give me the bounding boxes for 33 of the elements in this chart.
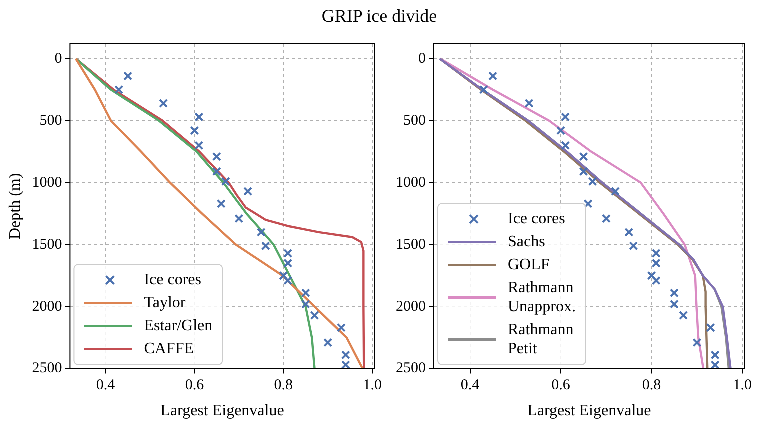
y-axis-title: Depth (m) — [6, 173, 24, 240]
x-tick-label: 0.6 — [185, 378, 205, 394]
y-tick-label: 2000 — [32, 298, 62, 315]
y-tick-label: 1500 — [32, 236, 62, 253]
y-tick-label: 1000 — [396, 174, 426, 191]
x-tick-label: 0.8 — [642, 378, 662, 394]
x-tick-label: 0.4 — [460, 378, 480, 394]
chart-title: GRIP ice divide — [320, 5, 438, 28]
x-tick-label: 1.0 — [363, 378, 382, 394]
y-tick-label: 1500 — [396, 236, 426, 253]
legend-label: Estar/Glen — [144, 318, 213, 335]
y-tick-label: 2500 — [32, 360, 62, 377]
x-axis-title: Largest Eigenvalue — [528, 402, 652, 420]
legend-label: Sachs — [508, 234, 546, 251]
x-axis-title: Largest Eigenvalue — [160, 402, 284, 420]
x-tick-label: 1.0 — [733, 378, 752, 394]
y-tick-label: 2500 — [396, 360, 426, 377]
y-tick-label: 2000 — [396, 298, 426, 315]
legend-label: Ice cores — [508, 210, 566, 228]
legend-label: Taylor — [144, 294, 186, 312]
y-tick-label: 500 — [404, 112, 426, 129]
y-tick-label: 1000 — [32, 174, 62, 191]
y-tick-label: 500 — [40, 112, 62, 129]
legend-label: Ice cores — [144, 272, 202, 289]
x-tick-label: 0.6 — [552, 378, 571, 394]
y-tick-label: 0 — [418, 50, 426, 67]
y-tick-label: 0 — [54, 50, 62, 67]
x-tick-label: 0.4 — [96, 378, 116, 394]
legend-label: CAFFE — [144, 340, 194, 358]
legend-label: GOLF — [508, 256, 550, 274]
legend-label: Rathmann Unapprox. — [508, 280, 576, 316]
x-tick-label: 0.8 — [274, 378, 294, 394]
legend-label: Rathmann Petit — [508, 322, 574, 358]
